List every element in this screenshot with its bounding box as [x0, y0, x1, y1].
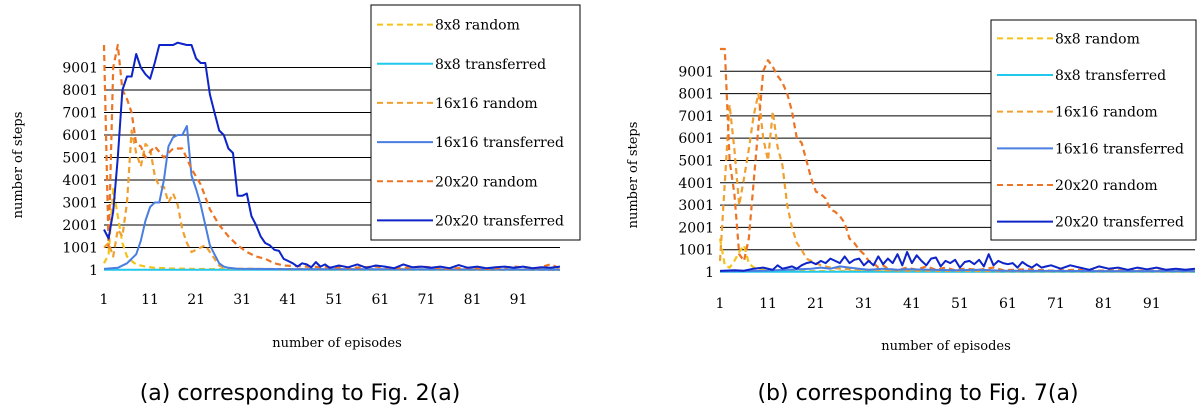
- x-tick-label: 1: [100, 292, 109, 308]
- legend-label-s8t: 8x8 transferred: [1055, 68, 1166, 84]
- series-line-s16r: [103, 129, 561, 271]
- series-line-s20t: [103, 41, 561, 270]
- chart-b-x-tick-labels: 1 11 21 31 41 51 61 71 81 91: [716, 296, 1161, 312]
- x-tick-label: 11: [759, 296, 777, 312]
- legend-label-s16r: 16x16 random: [1055, 105, 1158, 121]
- x-tick-label: 41: [903, 296, 921, 312]
- chart-a-caption: (a) corresponding to Fig. 2(a): [140, 381, 461, 406]
- legend-box: [370, 4, 581, 241]
- chart-a-x-axis-label: number of episodes: [272, 336, 402, 351]
- chart-a-y-axis-label: number of steps: [11, 112, 26, 219]
- y-tick-label: 1: [89, 263, 98, 279]
- chart-b-series: [718, 47, 1196, 273]
- chart-b-caption: (b) corresponding to Fig. 7(a): [757, 381, 1078, 406]
- y-tick-label: 1001: [62, 240, 98, 256]
- x-tick-label: 21: [187, 292, 205, 308]
- chart-a-y-tick-labels: 1 1001 2001 3001 4001 5001 6001 7001 8001 9001: [62, 60, 98, 279]
- y-tick-label: 1001: [678, 243, 714, 259]
- legend-label-s8r: 8x8 random: [435, 18, 520, 34]
- legend-label-s20t: 20x20 transferred: [1055, 215, 1184, 231]
- legend-label-s16t: 16x16 transferred: [1055, 141, 1184, 157]
- y-tick-label: 8001: [62, 83, 98, 99]
- y-tick-label: 9001: [62, 60, 98, 76]
- legend-label-s20t: 20x20 transferred: [435, 213, 564, 229]
- series-line-s20r: [720, 47, 1196, 272]
- y-tick-label: 8001: [678, 87, 714, 103]
- y-tick-label: 6001: [678, 131, 714, 147]
- x-tick-label: 71: [418, 292, 436, 308]
- chart-b-y-axis-label: number of steps: [626, 122, 641, 229]
- y-tick-label: 3001: [678, 198, 714, 214]
- legend-box: [990, 19, 1197, 241]
- chart-b-legend: 8x8 random 8x8 transferred 16x16 random 16x…: [990, 19, 1197, 241]
- y-tick-label: 7001: [62, 105, 98, 121]
- series-line-s16t: [103, 125, 561, 271]
- x-tick-label: 61: [999, 296, 1017, 312]
- x-tick-label: 11: [141, 292, 159, 308]
- x-tick-label: 1: [716, 296, 725, 312]
- series-line-s16r: [718, 92, 1196, 273]
- y-tick-label: 5001: [62, 150, 98, 166]
- legend-label-s8t: 8x8 transferred: [435, 57, 546, 73]
- x-tick-label: 71: [1047, 296, 1065, 312]
- y-tick-label: 2001: [62, 218, 98, 234]
- legend-label-s16r: 16x16 random: [435, 96, 538, 112]
- x-tick-label: 31: [233, 292, 251, 308]
- x-tick-label: 51: [325, 292, 343, 308]
- x-tick-label: 51: [951, 296, 969, 312]
- x-tick-label: 41: [279, 292, 297, 308]
- x-tick-label: 91: [510, 292, 528, 308]
- y-tick-label: 3001: [62, 195, 98, 211]
- chart-a-series: [102, 41, 561, 271]
- x-tick-label: 81: [464, 292, 482, 308]
- legend-label-s8r: 8x8 random: [1055, 31, 1140, 47]
- y-tick-label: 6001: [62, 128, 98, 144]
- legend-label-s20r: 20x20 random: [435, 174, 538, 190]
- x-tick-label: 31: [855, 296, 873, 312]
- series-line-s20t: [719, 251, 1196, 272]
- series-line-s20r: [102, 43, 561, 270]
- y-tick-label: 7001: [678, 109, 714, 125]
- x-tick-label: 81: [1095, 296, 1113, 312]
- chart-a-legend: 8x8 random 8x8 transferred 16x16 random 16x…: [370, 4, 581, 241]
- y-tick-label: 1: [705, 265, 714, 281]
- y-tick-label: 4001: [678, 176, 714, 192]
- chart-b-x-axis-label: number of episodes: [881, 339, 1011, 354]
- x-tick-label: 91: [1143, 296, 1161, 312]
- x-tick-label: 61: [371, 292, 389, 308]
- legend-label-s20r: 20x20 random: [1055, 178, 1158, 194]
- y-tick-label: 9001: [678, 64, 714, 80]
- chart-a-x-tick-labels: 1 11 21 31 41 51 61 71 81 91: [100, 292, 528, 308]
- series-line-s16t: [719, 265, 1195, 273]
- x-tick-label: 21: [807, 296, 825, 312]
- y-tick-label: 5001: [678, 153, 714, 169]
- chart-b-y-tick-labels: 1 1001 2001 3001 4001 5001 6001 7001 8001 9001: [678, 64, 714, 281]
- y-tick-label: 2001: [678, 220, 714, 236]
- legend-label-s16t: 16x16 transferred: [435, 135, 564, 151]
- y-tick-label: 4001: [62, 173, 98, 189]
